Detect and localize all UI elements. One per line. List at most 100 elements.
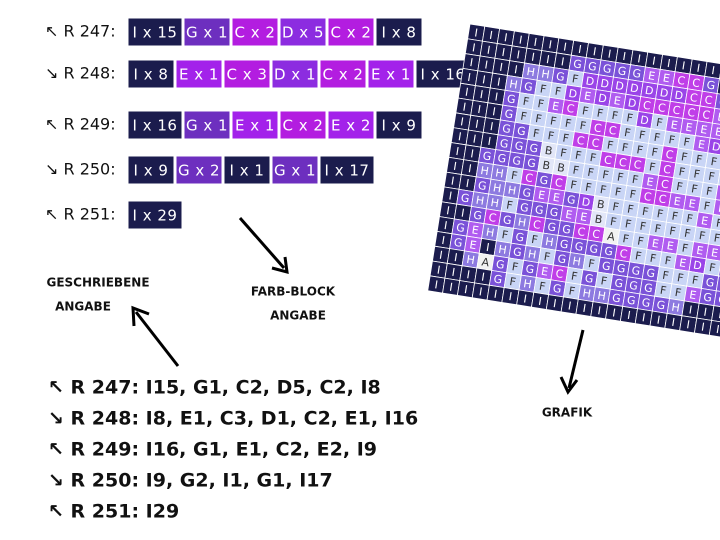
grid-letter: F [629,188,637,202]
grid-letter: F [698,229,706,243]
grid-letter: I [441,234,446,247]
grid-letter: E [537,188,546,202]
grid-letter: F [623,126,631,140]
grid-letter: F [715,217,720,231]
grid-letter: C [657,101,667,115]
grid-letter: G [601,259,611,273]
grid-letter: C [532,218,542,232]
grid-letter: F [686,212,694,226]
grid-letter: I [459,115,464,128]
grid-letter: I [443,219,448,232]
grid-letter: G [526,156,536,170]
grid-letter: F [707,170,715,184]
grid-letter: F [574,149,582,163]
grid-letter: E [662,71,671,85]
color-block [175,155,223,185]
grid-letter: F [654,222,662,236]
color-block [231,110,279,140]
grid-letter: F [570,270,578,284]
grid-letter: F [713,231,720,245]
grid-letter: F [671,210,679,224]
grid-letter: I [450,175,455,188]
grid-letter: I [717,308,720,321]
color-block [127,59,175,89]
grid-letter: I [651,55,656,68]
grid-letter: E [695,244,704,258]
grid-letter: G [717,293,720,307]
grid-letter: I [472,132,477,145]
grid-letter: F [659,284,667,298]
written-caption: ANGABE [55,300,111,314]
grid-letter: F [606,139,614,153]
grid-letter: I [488,29,493,42]
written-line: ↘ R 248: I8, E1, C3, D1, C2, E1, I16 [48,408,418,430]
row-label: ↖ R 249: [45,115,116,134]
grid-letter: F [622,232,630,246]
grid-letter: I [611,306,616,319]
grid-cell [714,93,720,112]
written-line: ↖ R 247: I15, G1, C2, D5, C2, I8 [48,377,381,399]
grid-letter: I [607,48,612,61]
color-block [279,110,327,140]
grid-letter: F [596,107,604,121]
grid-letter: F [543,250,551,264]
grid-letter: I [485,241,490,254]
block-text: I x 9 [382,117,417,135]
grid-letter: F [601,168,609,182]
grid-letter: F [520,110,528,124]
grid-letter: C [591,227,601,241]
grid-letter: F [549,114,557,128]
block-text: I x 17 [325,162,370,180]
grid-letter: D [585,74,595,88]
grid-letter: F [676,271,684,285]
grid-letter: I [597,304,602,317]
grid-letter: F [705,185,713,199]
grid-letter: I [666,57,671,70]
color-block [127,110,183,140]
grid-letter: E [699,123,708,137]
grid-letter: F [562,131,570,145]
grid-letter: F [501,228,509,242]
grid-letter: F [612,200,620,214]
grid-letter: H [582,287,592,301]
grid-letter: F [587,166,595,180]
block-text: E x 1 [235,117,275,135]
grid-letter: F [579,119,587,133]
grid-letter: F [538,280,546,294]
grid-letter: F [621,141,629,155]
grid-letter: F [568,284,576,298]
grid-letter: I [552,297,557,310]
grid-letter: F [668,224,676,238]
grid-letter: E [468,238,477,252]
grid-letter: H [507,184,517,198]
grid-letter: B [544,144,553,158]
grid-letter: G [514,139,524,153]
grid-letter: I [451,266,456,279]
grid-letter: F [614,185,622,199]
grid-letter: I [448,189,453,202]
grid-letter: G [525,262,535,276]
grid-letter: G [603,244,613,258]
grid-letter: H [544,235,554,249]
grid-letter: C [488,211,498,225]
grid-letter: G [477,179,487,193]
grid-letter: E [552,191,561,205]
grid-letter: I [626,309,631,322]
block-text: G x 1 [274,162,316,180]
grid-letter: F [710,155,718,169]
grid-letter: E [673,195,682,209]
grid-letter: F [587,257,595,271]
written-caption: GESCHRIEBENE [46,276,149,290]
grid-letter: F [680,150,688,164]
grid-letter: G [506,92,516,106]
grid-letter: F [600,274,608,288]
grid-letter: F [510,169,518,183]
grid-letter: E [579,210,588,224]
grid-letter: I [671,316,676,329]
grid-letter: I [523,292,528,305]
grid-letter: E [670,118,679,132]
grid-letter: G [628,279,638,293]
grid-letter: G [656,298,666,312]
grid-letter: H [671,301,681,315]
grid-letter: E [471,223,480,237]
